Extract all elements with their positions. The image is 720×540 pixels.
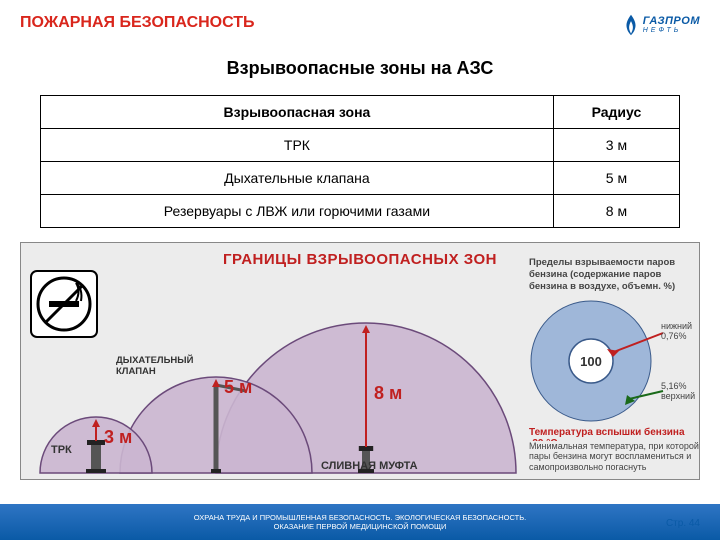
- page-title: Взрывоопасные зоны на АЗС: [0, 58, 720, 79]
- svg-text:8 м: 8 м: [374, 383, 402, 403]
- svg-text:ДЫХАТЕЛЬНЫЙ: ДЫХАТЕЛЬНЫЙ: [116, 354, 194, 366]
- table-row: Дыхательные клапана5 м: [41, 162, 680, 195]
- table-cell: 5 м: [553, 162, 679, 195]
- diagram: ГРАНИЦЫ ВЗРЫВООПАСНЫХ ЗОН 3 м 5 м 8 м ТРК ДЫ…: [20, 242, 700, 480]
- svg-text:КЛАПАН: КЛАПАН: [116, 366, 156, 377]
- logo-subtext: НЕФТЬ: [643, 27, 700, 34]
- logo: ГАЗПРОМ НЕФТЬ: [623, 14, 700, 36]
- page-number: Стр. 44: [666, 518, 700, 529]
- svg-text:5 м: 5 м: [224, 377, 252, 397]
- table-row: Резервуары с ЛВЖ или горючими газами8 м: [41, 195, 680, 228]
- table-cell: Дыхательные клапана: [41, 162, 554, 195]
- svg-text:3 м: 3 м: [104, 427, 132, 447]
- footer-text: ОХРАНА ТРУДА И ПРОМЫШЛЕННАЯ БЕЗОПАСНОСТЬ…: [194, 513, 526, 531]
- table-cell: 8 м: [553, 195, 679, 228]
- section-title: ПОЖАРНАЯ БЕЗОПАСНОСТЬ: [20, 14, 255, 32]
- zones-table: Взрывоопасная зонаРадиус ТРК3 мДыхательн…: [40, 95, 680, 228]
- table-cell: ТРК: [41, 129, 554, 162]
- header: ПОЖАРНАЯ БЕЗОПАСНОСТЬ ГАЗПРОМ НЕФТЬ: [0, 0, 720, 40]
- logo-text: ГАЗПРОМ: [643, 16, 700, 27]
- footer-line1: ОХРАНА ТРУДА И ПРОМЫШЛЕННАЯ БЕЗОПАСНОСТЬ…: [194, 513, 526, 522]
- table-header-cell: Взрывоопасная зона: [41, 96, 554, 129]
- table-cell: 3 м: [553, 129, 679, 162]
- table-row: ТРК3 м: [41, 129, 680, 162]
- diagram-svg: 3 м 5 м 8 м ТРК ДЫХАТЕЛЬНЫЙКЛАПАН СЛИВНАЯ МУФ…: [21, 243, 700, 480]
- table-header-cell: Радиус: [553, 96, 679, 129]
- svg-text:ТРК: ТРК: [51, 444, 72, 456]
- footer-bar: ОХРАНА ТРУДА И ПРОМЫШЛЕННАЯ БЕЗОПАСНОСТЬ…: [0, 504, 720, 540]
- flame-icon: [623, 14, 639, 36]
- svg-text:СЛИВНАЯ МУФТА: СЛИВНАЯ МУФТА: [321, 460, 418, 472]
- table-cell: Резервуары с ЛВЖ или горючими газами: [41, 195, 554, 228]
- footer-line2: ОКАЗАНИЕ ПЕРВОЙ МЕДИЦИНСКОЙ ПОМОЩИ: [274, 522, 447, 531]
- diagram-title: ГРАНИЦЫ ВЗРЫВООПАСНЫХ ЗОН: [223, 251, 497, 268]
- svg-text:100: 100: [580, 354, 602, 369]
